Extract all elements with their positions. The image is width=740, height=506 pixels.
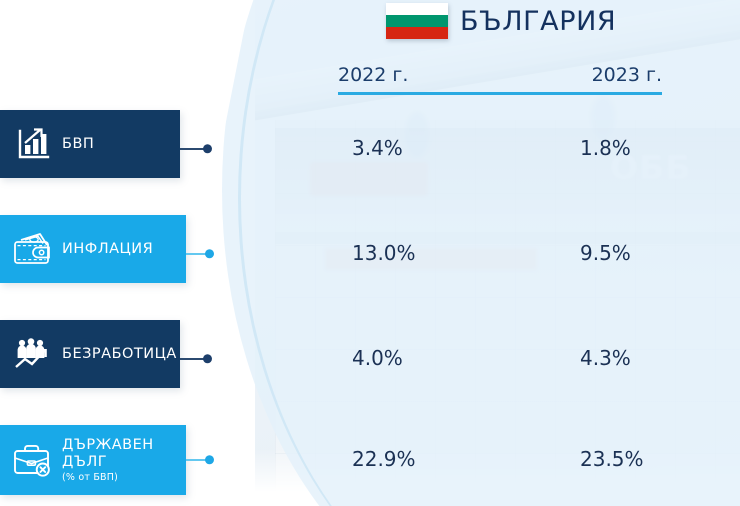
value-inflation-2022: 13.0% <box>352 241 416 265</box>
value-government-debt-2022: 22.9% <box>352 447 416 471</box>
indicator-text-gdp: БВП <box>62 136 94 152</box>
indicator-label-government-debt: ДЪРЖАВЕН ДЪЛГ <box>62 437 154 470</box>
column-header-2023: 2023 г. <box>591 64 662 86</box>
bulgaria-flag-icon <box>386 3 448 39</box>
value-government-debt-2023: 23.5% <box>580 447 644 471</box>
connector-line-government-debt <box>186 459 208 461</box>
column-header-rule <box>338 92 662 95</box>
value-gdp-2023: 1.8% <box>580 136 631 160</box>
connector-dot-gdp <box>203 144 212 154</box>
connector-line-gdp <box>180 148 207 150</box>
indicator-label-box-unemployment[interactable]: БЕЗРАБОТИЦА <box>0 320 180 388</box>
indicator-label-box-government-debt[interactable]: ДЪРЖАВЕН ДЪЛГ (% от БВП) <box>0 425 186 495</box>
value-gdp-2022: 3.4% <box>352 136 403 160</box>
connector-line-unemployment <box>180 358 207 360</box>
bar-chart-growth-icon <box>12 123 54 165</box>
indicator-text-government-debt: ДЪРЖАВЕН ДЪЛГ (% от БВП) <box>62 437 154 482</box>
value-inflation-2023: 9.5% <box>580 241 631 265</box>
column-header-2022: 2022 г. <box>338 64 409 86</box>
indicator-label-gdp: БВП <box>62 135 95 152</box>
indicator-label-box-gdp[interactable]: БВП <box>0 110 180 178</box>
value-unemployment-2023: 4.3% <box>580 346 631 370</box>
column-headers: 2022 г. 2023 г. <box>338 64 662 95</box>
indicator-label-box-inflation[interactable]: ИНФЛАЦИЯ <box>0 215 186 283</box>
briefcase-warning-icon <box>12 439 54 481</box>
page-title: БЪЛГАРИЯ <box>460 5 617 37</box>
people-growth-icon <box>12 333 54 375</box>
indicator-text-unemployment: БЕЗРАБОТИЦА <box>62 346 177 362</box>
indicator-text-inflation: ИНФЛАЦИЯ <box>62 241 153 257</box>
indicator-label-unemployment: БЕЗРАБОТИЦА <box>62 345 177 362</box>
connector-dot-inflation <box>205 249 214 259</box>
connector-line-inflation <box>186 253 208 255</box>
indicator-label-inflation: ИНФЛАЦИЯ <box>62 240 154 257</box>
connector-dot-government-debt <box>205 455 214 465</box>
header: БЪЛГАРИЯ <box>386 3 616 39</box>
indicator-sublabel-government-debt: (% от БВП) <box>62 471 119 483</box>
wallet-icon <box>12 228 54 270</box>
connector-dot-unemployment <box>203 354 212 364</box>
value-unemployment-2022: 4.0% <box>352 346 403 370</box>
